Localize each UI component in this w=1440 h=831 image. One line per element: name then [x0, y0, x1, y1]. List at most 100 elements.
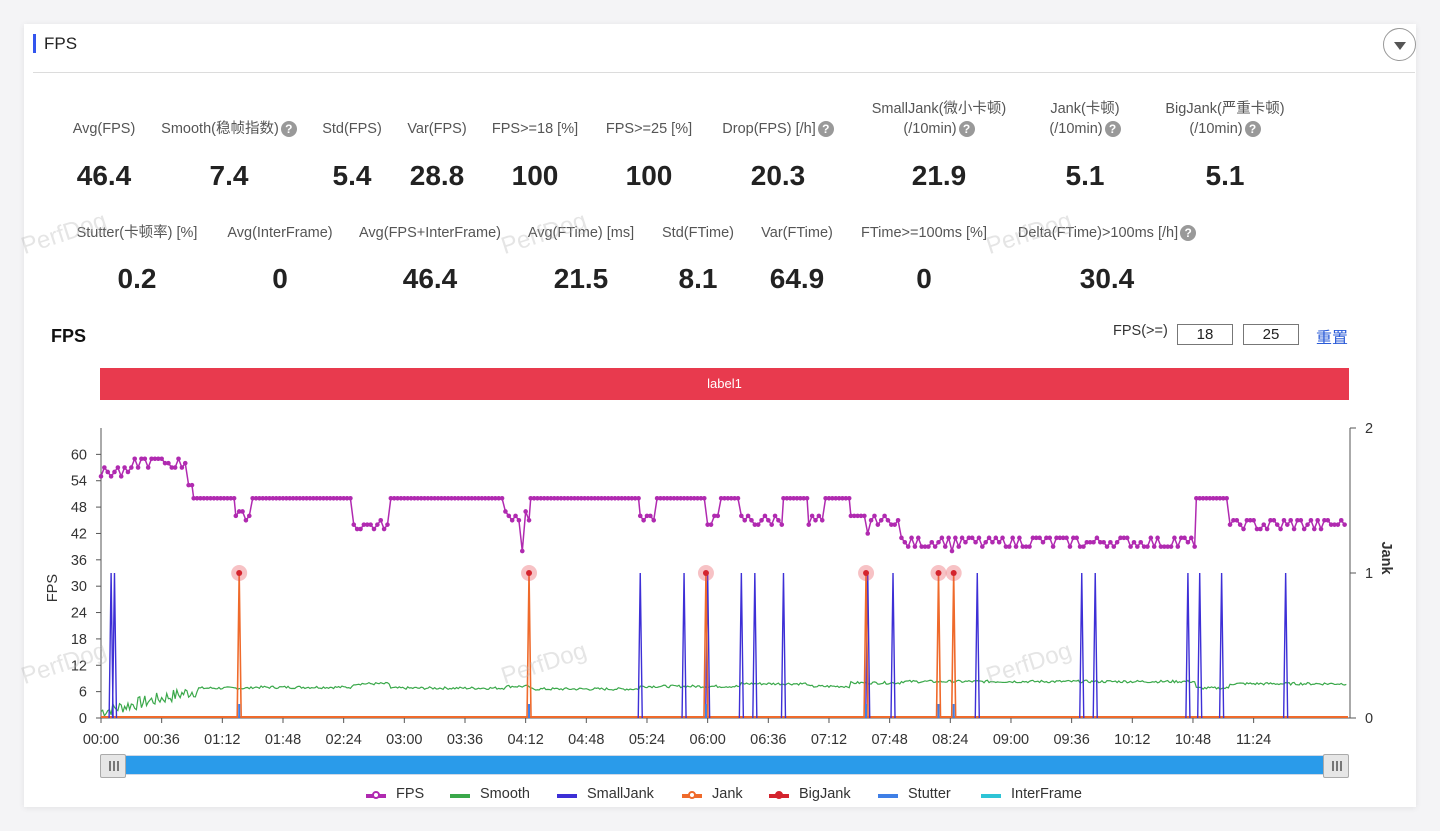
fps-point: [739, 513, 744, 519]
fps-point: [145, 465, 151, 470]
fps-point: [139, 456, 144, 462]
label-band[interactable]: label1: [100, 368, 1349, 400]
metric-value: 46.4: [76, 160, 132, 191]
fps-point: [592, 496, 598, 501]
fps-point: [182, 460, 188, 466]
x-tick-label: 04:12: [508, 732, 544, 748]
fps-point: [149, 456, 154, 462]
fps-point: [469, 496, 475, 501]
collapse-button[interactable]: [1383, 28, 1416, 61]
fps-point: [385, 522, 390, 527]
metric-label-text: Stutter(卡顿率) [%]: [76, 225, 198, 241]
smalljank-spike: [1282, 572, 1289, 719]
fps-point: [354, 526, 360, 532]
x-tick-label: 00:36: [144, 732, 180, 748]
fps-point: [1338, 517, 1344, 523]
fps-point: [364, 522, 370, 527]
fps-point: [375, 522, 380, 527]
help-icon[interactable]: ?: [817, 121, 834, 138]
legend-label: SmallJank: [587, 786, 654, 802]
fps-point: [644, 513, 650, 519]
fps-point: [946, 535, 951, 541]
fps-panel: FPS: [24, 24, 1416, 807]
fps-point: [1060, 535, 1066, 541]
fps-point: [1214, 496, 1219, 501]
fps-point: [270, 496, 276, 501]
fps-point: [1010, 535, 1015, 541]
metric-metrics_row1-6: Drop(FPS) [/h]? 20.3: [668, 119, 888, 192]
fps-point: [442, 496, 448, 501]
help-icon[interactable]: ?: [1244, 121, 1261, 138]
fps-point: [1217, 496, 1223, 501]
chevron-down-icon: [1394, 42, 1406, 50]
fps-point: [671, 496, 677, 501]
metric-label-text: Avg(FPS+InterFrame): [359, 225, 501, 241]
smalljank-spike: [738, 572, 745, 719]
range-slider-left-handle[interactable]: [100, 754, 126, 778]
fps-point: [1101, 539, 1106, 545]
fps-point: [1168, 544, 1174, 549]
fps-point: [732, 496, 737, 501]
smalljank-spike: [681, 572, 687, 719]
help-icon[interactable]: ?: [1180, 225, 1197, 242]
fps-point: [1030, 535, 1036, 541]
range-slider-right-handle[interactable]: [1323, 754, 1349, 778]
fps-point: [798, 496, 803, 501]
fps-point: [562, 496, 567, 501]
fps-point: [176, 456, 181, 462]
fps-point: [840, 496, 845, 501]
fps-point: [1135, 544, 1140, 549]
fps-point: [455, 496, 461, 501]
fps-point: [959, 535, 965, 541]
fps-point: [499, 496, 505, 501]
fps-point: [294, 496, 299, 501]
metric-value: 7.4: [209, 160, 249, 191]
fps-point: [616, 496, 621, 501]
fps-point: [214, 496, 220, 501]
fps-point: [1091, 539, 1096, 545]
fps-point: [236, 509, 242, 514]
help-icon[interactable]: ?: [1104, 121, 1121, 138]
fps-threshold-input-2[interactable]: [1243, 324, 1299, 345]
fps-point: [1162, 544, 1167, 549]
metric-label: Var(FPS): [327, 119, 547, 139]
fps-threshold-input-1[interactable]: [1177, 324, 1233, 345]
metric-metrics_row1-9: BigJank(严重卡顿) (/10min)? 5.1: [1115, 99, 1335, 192]
range-slider-track[interactable]: [101, 755, 1348, 775]
metric-label-text: FPS>=18 [%]: [491, 121, 579, 137]
smalljank-spike: [1185, 572, 1191, 719]
fps-point: [728, 496, 734, 501]
x-tick-label: 03:00: [386, 732, 422, 748]
metric-label-text: Jank(卡顿): [1050, 101, 1120, 117]
fps-point: [300, 496, 306, 501]
smalljank-spike: [637, 572, 643, 719]
legend-swatch: [450, 794, 470, 798]
fps-point: [287, 496, 293, 501]
fps-point: [668, 496, 673, 501]
fps-point: [895, 517, 901, 523]
help-icon[interactable]: ?: [958, 121, 975, 138]
fps-point: [331, 496, 336, 501]
fps-point: [1081, 544, 1086, 549]
legend-label: Stutter: [908, 786, 951, 802]
fps-point: [1207, 496, 1213, 501]
fps-point: [1342, 522, 1347, 527]
reset-link[interactable]: 重置: [1316, 330, 1349, 347]
fps-point: [759, 517, 764, 523]
metric-metrics_row2-7: Delta(FTime)>100ms [/h]? 30.4: [997, 223, 1217, 295]
fps-point: [772, 513, 778, 519]
fps-point: [949, 548, 955, 554]
fps-point: [211, 496, 217, 501]
metric-metrics_row2-0: Stutter(卡顿率) [%] 0.2: [27, 223, 247, 295]
fps-point: [1271, 517, 1277, 523]
help-icon[interactable]: ?: [280, 121, 297, 138]
fps-point: [1118, 535, 1123, 541]
fps-point: [1237, 522, 1243, 527]
metric-label: SmallJank(微小卡顿): [829, 99, 1049, 119]
fps-point: [1254, 526, 1260, 532]
fps-point: [1325, 517, 1331, 523]
fps-point: [804, 496, 810, 501]
metric-label-unit: (/10min)?: [829, 119, 1049, 139]
metric-label: Avg(FPS): [0, 119, 214, 139]
fps-point: [1301, 526, 1307, 532]
